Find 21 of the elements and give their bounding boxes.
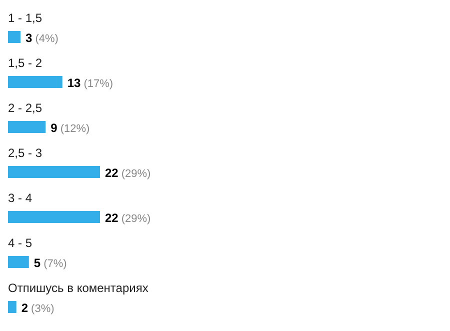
bar bbox=[8, 211, 100, 223]
data-label: 3 (4%) bbox=[26, 31, 58, 45]
data-label: 2 (3%) bbox=[21, 301, 54, 315]
data-label: 5 (7%) bbox=[34, 256, 67, 270]
data-label: 13 (17%) bbox=[67, 76, 114, 90]
bar bbox=[8, 256, 29, 268]
y-tick-label: 2,5 - 3 bbox=[8, 146, 42, 160]
data-label: 22 (29%) bbox=[105, 166, 151, 180]
y-tick-label: 3 - 4 bbox=[8, 191, 32, 205]
bar bbox=[8, 31, 21, 43]
y-tick-label: Отпишусь в коментариях bbox=[8, 281, 148, 295]
bar bbox=[8, 121, 46, 133]
bar bbox=[8, 166, 100, 178]
y-tick-label: 2 - 2,5 bbox=[8, 101, 42, 115]
data-label: 22 (29%) bbox=[105, 211, 151, 225]
y-tick-label: 1,5 - 2 bbox=[8, 56, 42, 70]
y-tick-label: 1 - 1,5 bbox=[8, 11, 42, 25]
y-tick-label: 4 - 5 bbox=[8, 236, 32, 250]
bar bbox=[8, 301, 16, 313]
bar bbox=[8, 76, 62, 88]
data-label: 9 (12%) bbox=[50, 121, 90, 135]
